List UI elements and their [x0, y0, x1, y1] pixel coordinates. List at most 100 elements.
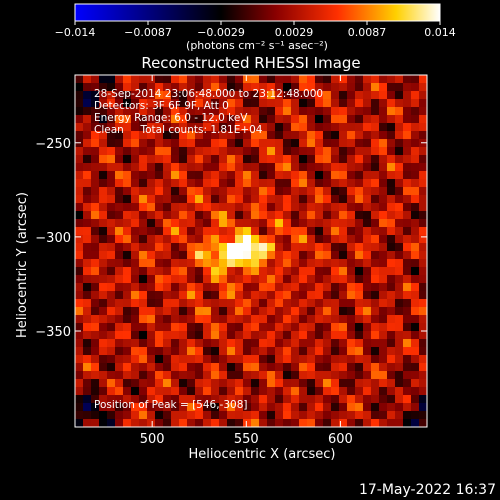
heatmap-cell: [323, 291, 332, 300]
heatmap-cell: [99, 403, 108, 412]
heatmap-cell: [171, 331, 180, 340]
heatmap-cell: [139, 203, 148, 212]
heatmap-cell: [355, 291, 364, 300]
heatmap-cell: [299, 411, 308, 420]
heatmap-cell: [203, 251, 212, 260]
heatmap-cell: [91, 259, 100, 268]
heatmap-cell: [75, 155, 84, 164]
heatmap-cell: [195, 347, 204, 356]
heatmap-cell: [91, 83, 100, 92]
heatmap-cell: [83, 323, 92, 332]
heatmap-cell: [419, 227, 427, 236]
heatmap-cell: [363, 195, 372, 204]
heatmap-cell: [315, 219, 324, 228]
heatmap-cell: [179, 347, 188, 356]
heatmap-cell: [307, 131, 316, 140]
heatmap-cell: [99, 283, 108, 292]
heatmap-cell: [275, 371, 284, 380]
heatmap-cell: [395, 331, 404, 340]
heatmap-cell: [315, 339, 324, 348]
heatmap-cell: [355, 203, 364, 212]
heatmap-cell: [139, 355, 148, 364]
heatmap-cell: [75, 299, 84, 308]
heatmap-cell: [187, 83, 196, 92]
heatmap-cell: [379, 155, 388, 164]
heatmap-cell: [179, 139, 188, 148]
heatmap-cell: [243, 243, 252, 252]
heatmap-cell: [91, 147, 100, 156]
heatmap-cell: [155, 419, 164, 427]
heatmap-cell: [115, 235, 124, 244]
heatmap-cell: [131, 99, 140, 108]
heatmap-cell: [83, 91, 92, 100]
heatmap-cell: [395, 83, 404, 92]
heatmap-cell: [75, 331, 84, 340]
heatmap-cell: [259, 91, 268, 100]
heatmap-cell: [251, 403, 260, 412]
heatmap-cell: [187, 115, 196, 124]
heatmap-cell: [371, 291, 380, 300]
heatmap-cell: [267, 371, 276, 380]
heatmap-cell: [75, 235, 84, 244]
heatmap-cell: [219, 283, 228, 292]
heatmap-cell: [387, 243, 396, 252]
heatmap-cell: [227, 99, 236, 108]
heatmap-cell: [275, 123, 284, 132]
heatmap-cell: [219, 259, 228, 268]
heatmap-cell: [355, 147, 364, 156]
heatmap-cell: [363, 387, 372, 396]
chart-title: Reconstructed RHESSI Image: [141, 54, 360, 72]
heatmap-cell: [251, 83, 260, 92]
heatmap-cell: [419, 187, 427, 196]
heatmap-cell: [211, 99, 220, 108]
heatmap-cell: [259, 291, 268, 300]
heatmap-cell: [147, 363, 156, 372]
heatmap-cell: [267, 267, 276, 276]
heatmap-cell: [107, 275, 116, 284]
heatmap-cell: [243, 107, 252, 116]
heatmap-cell: [291, 403, 300, 412]
heatmap-cell: [323, 179, 332, 188]
heatmap-cell: [259, 163, 268, 172]
heatmap-cell: [163, 347, 172, 356]
heatmap-cell: [227, 243, 236, 252]
heatmap-cell: [91, 131, 100, 140]
heatmap-cell: [363, 355, 372, 364]
heatmap-cell: [211, 139, 220, 148]
heatmap-cell: [243, 203, 252, 212]
heatmap-cell: [131, 251, 140, 260]
heatmap-cell: [283, 163, 292, 172]
heatmap-cell: [187, 139, 196, 148]
heatmap-cell: [195, 235, 204, 244]
heatmap-cell: [203, 275, 212, 284]
heatmap-cell: [419, 307, 427, 316]
heatmap-cell: [339, 371, 348, 380]
heatmap-cell: [323, 307, 332, 316]
heatmap-cell: [315, 379, 324, 388]
heatmap-cell: [259, 419, 268, 427]
heatmap-cell: [331, 83, 340, 92]
heatmap-cell: [395, 123, 404, 132]
heatmap-cell: [339, 219, 348, 228]
heatmap-cell: [195, 243, 204, 252]
heatmap-cell: [139, 419, 148, 427]
heatmap-cell: [155, 371, 164, 380]
heatmap-cell: [211, 387, 220, 396]
heatmap-cell: [235, 387, 244, 396]
heatmap-cell: [283, 299, 292, 308]
heatmap-cell: [403, 307, 412, 316]
heatmap-cell: [323, 339, 332, 348]
heatmap-cell: [403, 363, 412, 372]
heatmap-cell: [419, 283, 427, 292]
heatmap-cell: [403, 331, 412, 340]
heatmap-cell: [91, 163, 100, 172]
heatmap-cell: [195, 315, 204, 324]
heatmap-cell: [99, 243, 108, 252]
heatmap-cell: [347, 267, 356, 276]
heatmap-cell: [99, 155, 108, 164]
heatmap-cell: [371, 235, 380, 244]
heatmap-cell: [379, 307, 388, 316]
heatmap-cell: [83, 267, 92, 276]
heatmap-cell: [211, 195, 220, 204]
heatmap-cell: [307, 235, 316, 244]
